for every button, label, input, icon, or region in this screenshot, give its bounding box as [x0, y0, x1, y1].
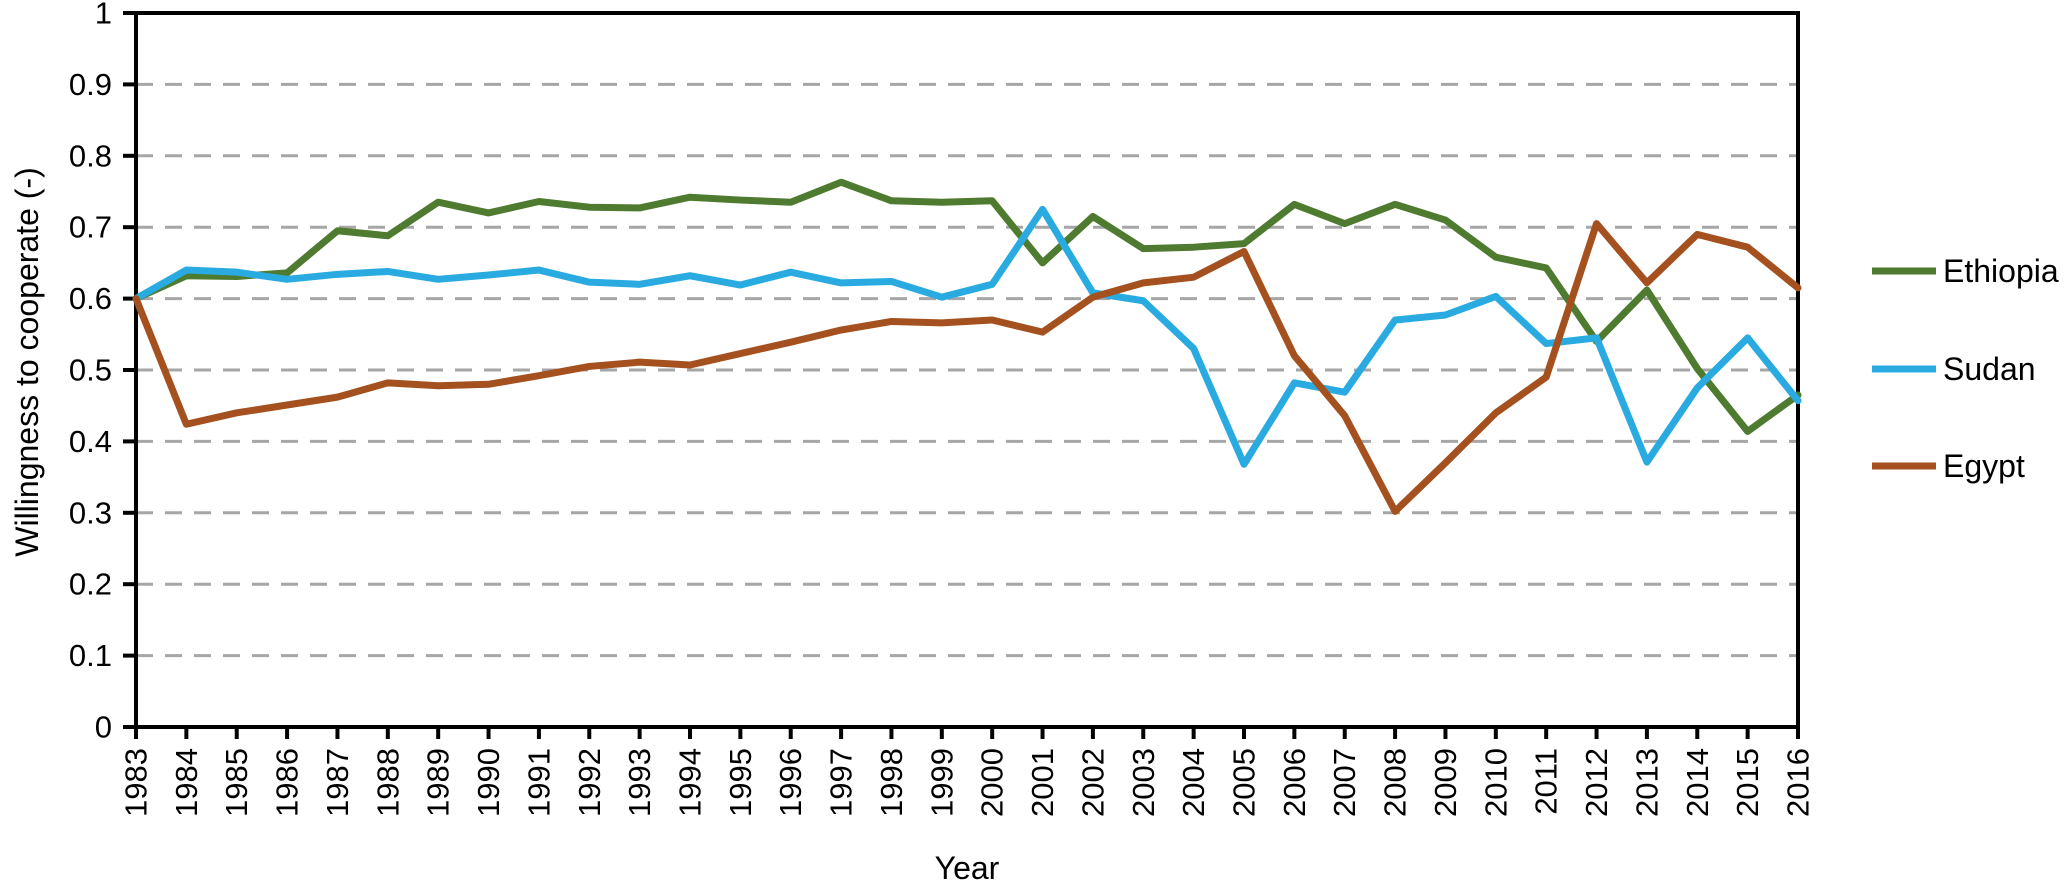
y-tick-label: 0.3: [69, 495, 112, 530]
x-tick-label: 2012: [1579, 748, 1614, 817]
x-tick-label: 1985: [219, 748, 254, 817]
x-tick-label: 1988: [370, 748, 405, 817]
y-tick-label: 0: [95, 710, 112, 745]
x-tick-label: 1987: [320, 748, 355, 817]
x-tick-label: 2010: [1478, 748, 1513, 817]
series-line-ethiopia: [132, 178, 1802, 435]
x-tick-label: 1992: [572, 748, 607, 817]
y-tick-label: 0.5: [69, 353, 112, 388]
legend-label-ethiopia: Ethiopia: [1943, 253, 2059, 289]
x-tick-label: 1994: [673, 748, 708, 817]
y-tick-label: 0.7: [69, 210, 112, 245]
y-tick-label: 0.6: [69, 281, 112, 316]
x-tick-label: 2005: [1227, 748, 1262, 817]
x-tick-label: 2014: [1680, 748, 1715, 817]
x-tick-label: 1997: [824, 748, 859, 817]
x-tick-label: 1989: [421, 748, 456, 817]
x-tick-label: 2002: [1075, 748, 1110, 817]
x-tick-label: 1995: [723, 748, 758, 817]
x-tick-label: 1990: [471, 748, 506, 817]
y-tick-label: 0.2: [69, 567, 112, 602]
x-tick-label: 2003: [1126, 748, 1161, 817]
x-tick-label: 1998: [874, 748, 909, 817]
y-axis-title: Willingness to cooperate (-): [9, 167, 45, 556]
x-axis-title: Year: [935, 850, 1000, 886]
y-tick-label: 0.8: [69, 138, 112, 173]
y-tick-label: 1: [95, 0, 112, 31]
x-tick-label: 2008: [1378, 748, 1413, 817]
x-tick-label: 2011: [1529, 748, 1564, 815]
y-tick-label: 0.9: [69, 67, 112, 102]
x-tick-label: 2015: [1730, 748, 1765, 817]
x-tick-label: 2013: [1629, 748, 1664, 817]
x-tick-label: 2016: [1781, 748, 1816, 817]
y-tick-label: 0.4: [69, 424, 112, 459]
x-tick-label: 1984: [169, 748, 204, 817]
x-tick-label: 2001: [1025, 748, 1060, 817]
x-tick-label: 1993: [622, 748, 657, 817]
x-tick-label: 1996: [773, 748, 808, 817]
x-tick-label: 1991: [521, 748, 556, 817]
x-tick-label: 2009: [1428, 748, 1463, 817]
x-tick-label: 2007: [1327, 748, 1362, 817]
y-tick-label: 0.1: [69, 638, 112, 673]
x-tick-label: 2000: [975, 748, 1010, 817]
x-tick-label: 1999: [924, 748, 959, 817]
series-line-egypt: [132, 220, 1802, 515]
legend-label-egypt: Egypt: [1943, 448, 2025, 484]
legend-label-sudan: Sudan: [1943, 351, 2036, 387]
x-tick-label: 2006: [1277, 748, 1312, 817]
x-tick-label: 1986: [270, 748, 305, 817]
x-tick-label: 1983: [119, 748, 154, 817]
x-tick-label: 2004: [1176, 748, 1211, 817]
series-line-sudan: [132, 205, 1802, 468]
